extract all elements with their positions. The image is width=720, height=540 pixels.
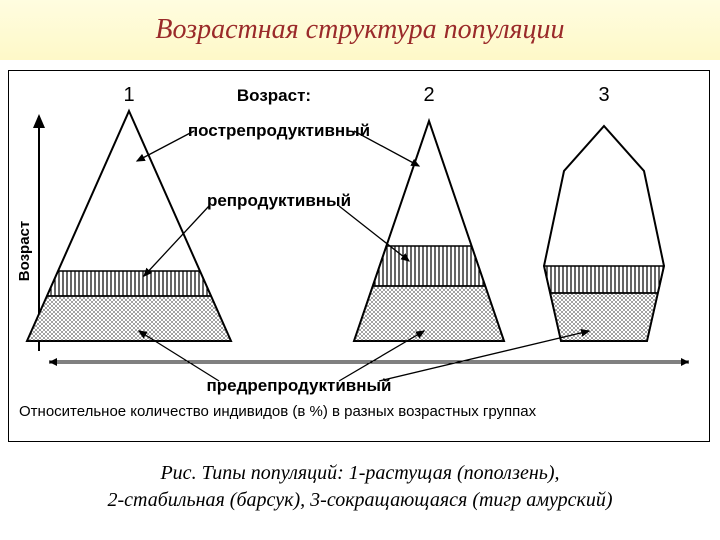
caption-line-1: Рис. Типы популяций: 1-растущая (поползе… <box>160 462 559 484</box>
pyramid-2-label: 2 <box>423 84 434 106</box>
pyramid-3-repro <box>544 266 664 293</box>
pyramid-1-label: 1 <box>123 84 134 106</box>
pyramid-1-pre <box>27 296 231 341</box>
bottom-axis-label: Относительное количество индивидов (в %)… <box>19 403 537 420</box>
pyramid-3-label: 3 <box>598 84 609 106</box>
y-axis-label: Возраст <box>16 221 33 281</box>
population-diagram: Возраст 1 2 3 Возраст: пострепродуктивный репр… <box>9 71 709 441</box>
title-band: Возрастная структура популяции <box>0 0 720 60</box>
pyramid-2-repro <box>373 246 486 286</box>
figure-box: Возраст 1 2 3 Возраст: пострепродуктивный репр… <box>8 70 710 442</box>
pyramid-3-pre <box>550 293 658 341</box>
label-repro: репродуктивный <box>207 191 351 210</box>
page-title: Возрастная структура популяции <box>155 14 564 46</box>
top-label: Возраст: <box>237 86 311 105</box>
leader-arrow <box>354 131 419 166</box>
figure-caption: Рис. Типы популяций: 1-растущая (поползе… <box>0 460 720 514</box>
pyramid-2-pre <box>354 286 504 341</box>
pyramid-1-repro <box>47 271 211 296</box>
label-post: пострепродуктивный <box>188 121 370 140</box>
label-pre: предрепродуктивный <box>207 376 392 395</box>
caption-line-2: 2-стабильная (барсук), 3-сокращающаяся (… <box>107 489 612 511</box>
